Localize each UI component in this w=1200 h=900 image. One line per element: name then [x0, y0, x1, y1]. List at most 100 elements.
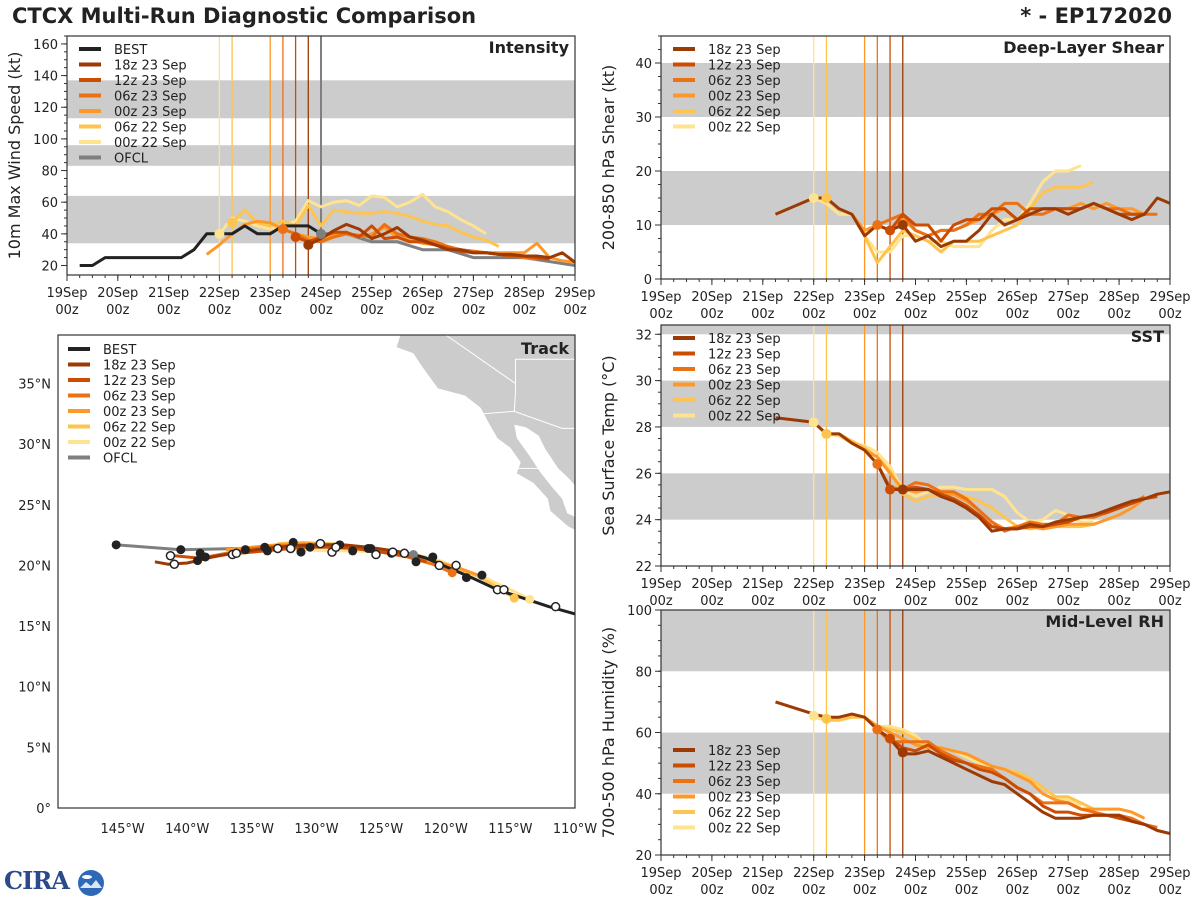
- y-axis-label: 200-850 hPa Shear (kt): [599, 65, 618, 251]
- y-tick-label: 32: [635, 328, 652, 343]
- land-mass: [396, 335, 575, 530]
- init-marker-12z-23-sep: [885, 484, 896, 495]
- x-tick-label: 00z: [853, 883, 877, 898]
- lat-tick-label: 0°: [36, 802, 51, 817]
- series-line-18z-23-sep: [775, 416, 1170, 533]
- lat-tick-label: 25°N: [18, 499, 51, 514]
- legend-item-00z-23-sep: 00z 23 Sep: [673, 791, 781, 806]
- x-tick-label: 29Sep: [554, 286, 595, 301]
- y-tick-label: 40: [635, 57, 652, 72]
- x-tick-label: 00z: [157, 303, 181, 318]
- x-tick-label: 22Sep: [199, 286, 240, 301]
- track-point-12z: [499, 584, 509, 595]
- x-tick-label: 00z: [802, 307, 826, 322]
- y-tick-label: 40: [41, 228, 58, 243]
- x-tick-label: 25Sep: [946, 866, 987, 881]
- x-tick-label: 19Sep: [640, 577, 681, 592]
- x-tick-label: 00z: [259, 303, 283, 318]
- x-tick-label: 23Sep: [844, 577, 885, 592]
- track-point-00z: [428, 552, 438, 562]
- legend-label: 12z 23 Sep: [103, 374, 176, 389]
- x-tick-label: 00z: [1006, 883, 1030, 898]
- y-tick-label: 30: [635, 111, 652, 126]
- lon-tick-label: 135°W: [230, 822, 274, 837]
- lon-tick-label: 120°W: [424, 822, 468, 837]
- plot-area: [661, 325, 1170, 566]
- y-tick-label: 20: [635, 849, 652, 864]
- legend-item-00z-22-sep: 00z 22 Sep: [68, 436, 176, 451]
- track-point-00z: [111, 540, 121, 550]
- shaded-band: [661, 171, 1170, 225]
- x-tick-label: 22Sep: [793, 290, 834, 305]
- x-tick-label: 00z: [411, 303, 435, 318]
- x-tick-label: 27Sep: [1048, 866, 1089, 881]
- track-run-point-06z-22-sep: [509, 593, 519, 603]
- track-point-12z: [371, 549, 381, 560]
- series-line-18z-23-sep: [307, 222, 575, 264]
- legend-item-06z-23-sep: 06z 23 Sep: [673, 74, 781, 89]
- legend-item-06z-23-sep: 06z 23 Sep: [79, 90, 187, 105]
- series-line-18z-23-sep: [775, 700, 1170, 836]
- x-tick-label: 21Sep: [148, 286, 189, 301]
- legend-label: 00z 22 Sep: [708, 822, 781, 837]
- x-tick-label: 26Sep: [997, 866, 1038, 881]
- y-tick-label: 100: [33, 133, 58, 148]
- map-area: [111, 335, 575, 616]
- legend-label: BEST: [114, 43, 147, 58]
- legend-label: 18z 23 Sep: [708, 43, 781, 58]
- shaded-band: [661, 325, 1170, 335]
- legend-label: 06z 23 Sep: [708, 74, 781, 89]
- x-tick-label: 00z: [649, 307, 673, 322]
- lon-tick-label: 115°W: [488, 822, 532, 837]
- legend-item-ofcl: OFCL: [68, 452, 138, 467]
- x-tick-label: 00z: [1107, 883, 1131, 898]
- cira-globe-logo-icon: CIRA: [4, 866, 106, 898]
- x-tick-label: 27Sep: [1048, 290, 1089, 305]
- legend-item-06z-23-sep: 06z 23 Sep: [673, 775, 781, 790]
- legend-item-00z-22-sep: 00z 22 Sep: [673, 121, 781, 136]
- x-tick-label: 21Sep: [742, 577, 783, 592]
- y-tick-label: 26: [635, 467, 652, 482]
- legend-label: 00z 23 Sep: [708, 791, 781, 806]
- x-tick-label: 24Sep: [895, 866, 936, 881]
- y-tick-label: 40: [635, 788, 652, 803]
- x-tick-label: 00z: [751, 883, 775, 898]
- legend-item-00z-23-sep: 00z 23 Sep: [68, 405, 176, 420]
- x-tick-label: 00z: [649, 594, 673, 609]
- y-tick-label: 140: [33, 70, 58, 85]
- panel-title: Mid-Level RH: [1045, 612, 1164, 631]
- track-point-00z: [461, 573, 471, 583]
- legend-item-18z-23-sep: 18z 23 Sep: [673, 744, 781, 759]
- legend-label: 06z 22 Sep: [103, 421, 176, 436]
- legend-item-00z-23-sep: 00z 23 Sep: [673, 379, 781, 394]
- x-tick-label: 00z: [1107, 307, 1131, 322]
- x-tick-label: 28Sep: [1099, 577, 1140, 592]
- track-point-12z: [285, 543, 296, 554]
- x-tick-label: 20Sep: [691, 577, 732, 592]
- init-marker-06z-23-sep: [872, 459, 883, 470]
- border-line: [515, 358, 522, 384]
- x-tick-label: 21Sep: [742, 290, 783, 305]
- x-tick-label: 24Sep: [895, 577, 936, 592]
- init-marker-06z-22-sep: [821, 428, 832, 439]
- track-point-12z: [165, 550, 176, 561]
- lon-tick-label: 125°W: [359, 822, 403, 837]
- y-axis-label: 10m Max Wind Speed (kt): [5, 52, 24, 260]
- x-tick-label: 23Sep: [844, 866, 885, 881]
- plot-area: [67, 36, 575, 275]
- init-marker-06z-23-sep: [872, 724, 883, 735]
- legend-item-18z-23-sep: 18z 23 Sep: [673, 332, 781, 347]
- legend-label: 06z 23 Sep: [708, 363, 781, 378]
- x-tick-label: 20Sep: [97, 286, 138, 301]
- x-tick-label: 00z: [853, 594, 877, 609]
- lon-tick-label: 130°W: [294, 822, 338, 837]
- x-tick-label: 29Sep: [1149, 866, 1190, 881]
- legend-label: OFCL: [114, 152, 149, 167]
- legend-item-18z-23-sep: 18z 23 Sep: [673, 43, 781, 58]
- x-tick-label: 27Sep: [453, 286, 494, 301]
- x-tick-label: 23Sep: [250, 286, 291, 301]
- x-tick-label: 19Sep: [640, 290, 681, 305]
- x-tick-label: 22Sep: [793, 866, 834, 881]
- track-point-12z: [550, 601, 561, 612]
- legend-item-12z-23-sep: 12z 23 Sep: [79, 74, 187, 89]
